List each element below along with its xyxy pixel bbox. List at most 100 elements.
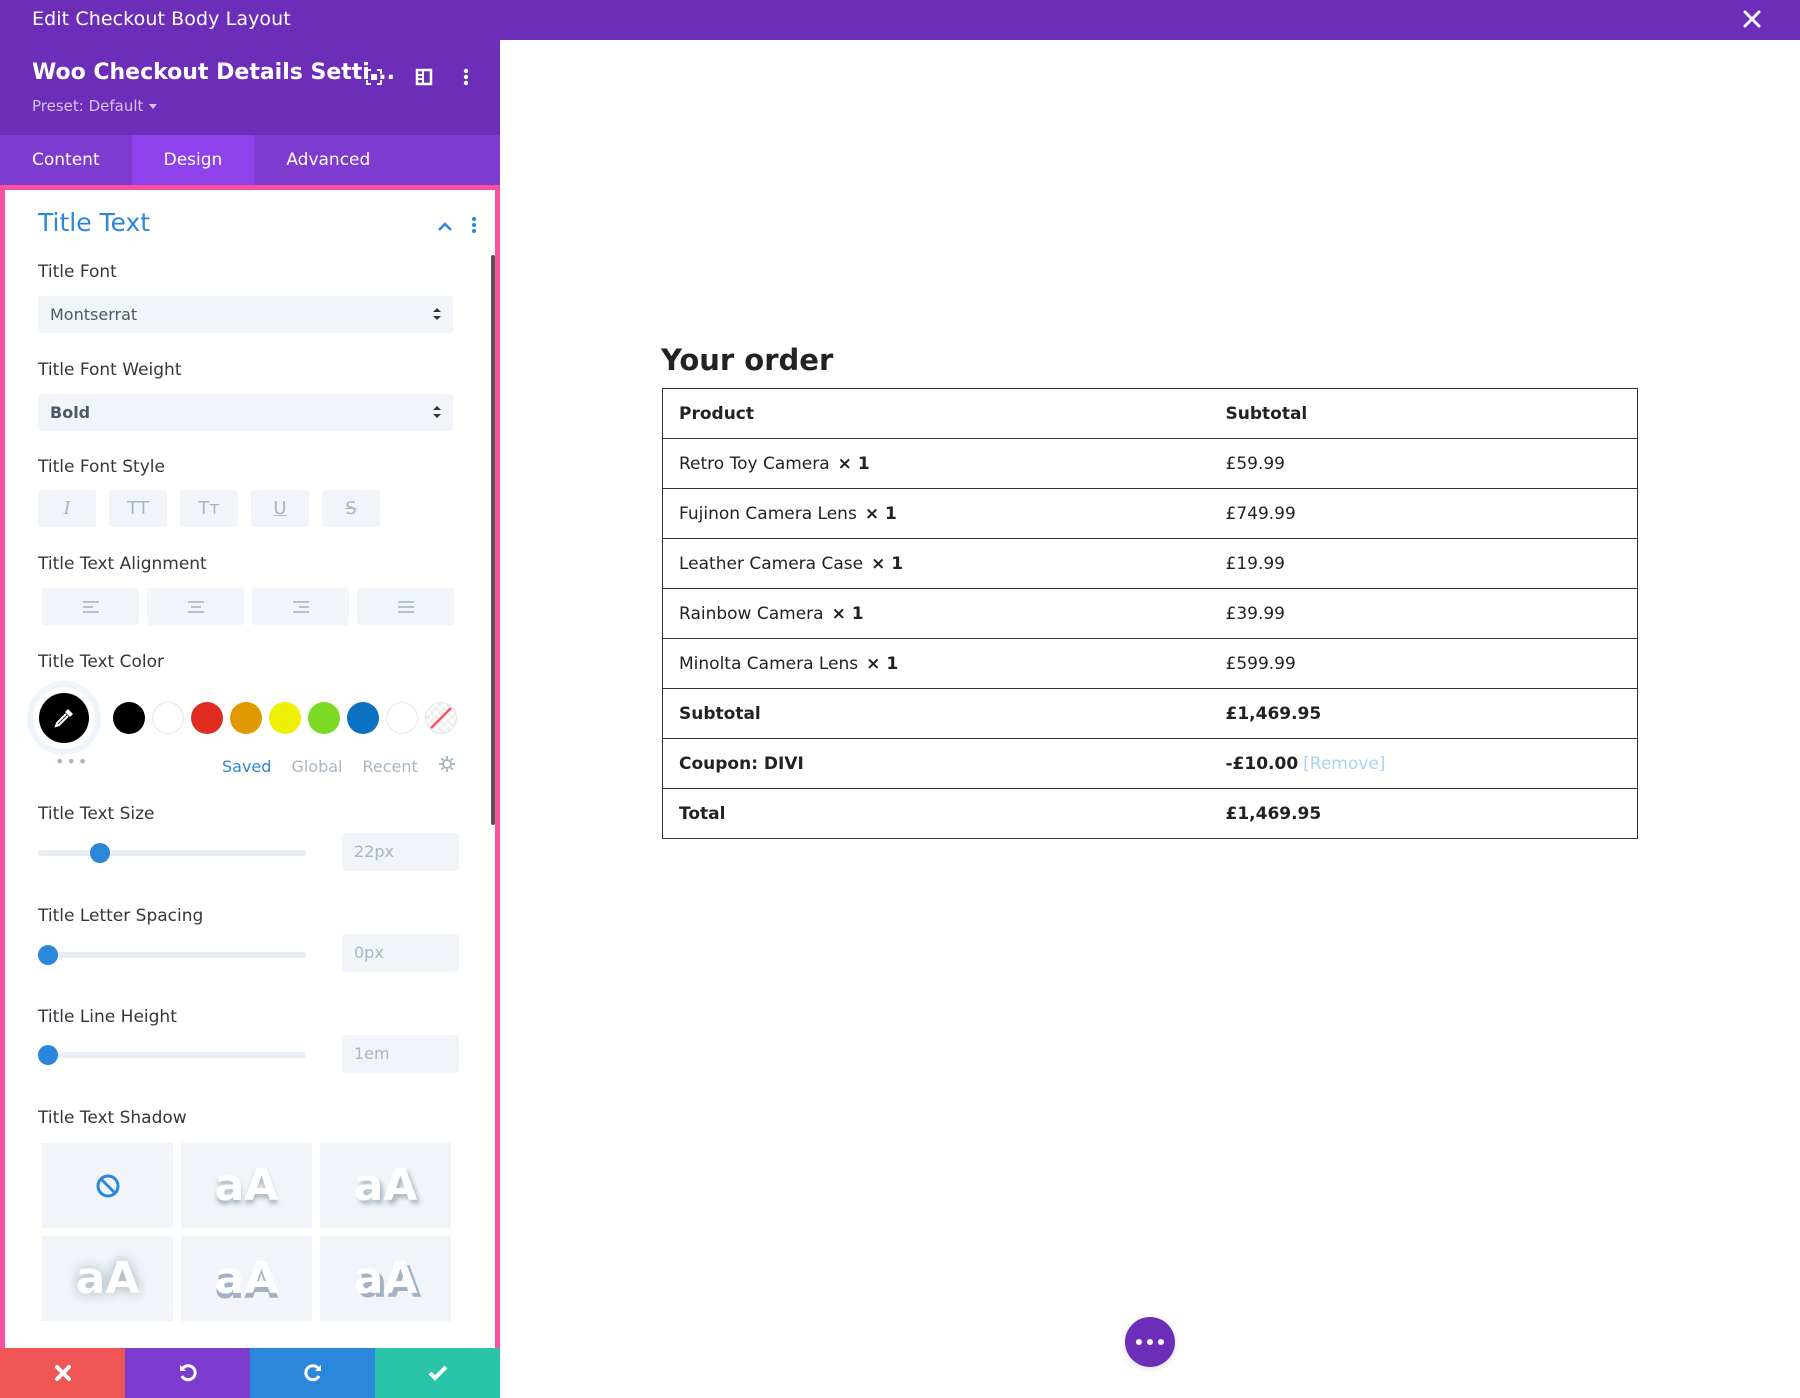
caret-down-icon xyxy=(149,104,158,109)
redo-icon xyxy=(303,1364,321,1382)
dot-icon xyxy=(1147,1339,1153,1345)
column-header-product: Product xyxy=(662,388,1226,439)
product-subtotal: £39.99 xyxy=(1225,588,1638,639)
product-qty: × 1 xyxy=(864,503,897,524)
title-text-size-input[interactable]: 22px xyxy=(342,833,459,871)
swatch-green[interactable] xyxy=(308,702,340,734)
slider-handle[interactable] xyxy=(38,945,58,965)
undo-icon xyxy=(179,1364,197,1382)
coupon-value: -£10.00 xyxy=(1225,753,1299,774)
total-row: Total £1,469.95 xyxy=(662,788,1638,839)
align-right-button[interactable] xyxy=(252,588,349,625)
title-text-size-label: Title Text Size xyxy=(38,804,155,824)
align-center-button[interactable] xyxy=(147,588,244,625)
close-icon[interactable] xyxy=(1740,7,1764,31)
title-text-size-slider[interactable] xyxy=(38,843,306,863)
title-text-shadow-label: Title Text Shadow xyxy=(38,1108,187,1128)
uppercase-button[interactable]: TT xyxy=(109,490,167,527)
product-name: Minolta Camera Lens xyxy=(679,653,859,674)
panel-tabs: Content Design Advanced xyxy=(0,135,500,185)
shadow-preset-5[interactable]: aA xyxy=(320,1236,451,1321)
slider-handle[interactable] xyxy=(38,1045,58,1065)
more-colors-icon[interactable]: ••• xyxy=(55,752,90,771)
undo-button[interactable] xyxy=(125,1348,250,1398)
title-line-height-input[interactable]: 1em xyxy=(342,1035,459,1073)
remove-coupon-link[interactable]: [Remove] xyxy=(1303,753,1386,774)
panel-scrollbar[interactable] xyxy=(491,255,495,825)
coupon-label: Coupon: DIVI xyxy=(662,738,1226,789)
product-qty: × 1 xyxy=(831,603,864,624)
swatch-orange[interactable] xyxy=(230,702,262,734)
section-kebab-icon[interactable] xyxy=(471,216,477,238)
slider-handle[interactable] xyxy=(90,843,110,863)
swatch-black[interactable] xyxy=(113,702,145,734)
title-font-weight-select[interactable]: Bold xyxy=(38,394,453,431)
title-font-style-label: Title Font Style xyxy=(38,457,165,477)
color-picker-button[interactable] xyxy=(33,687,95,749)
swatch-blue[interactable] xyxy=(347,702,379,734)
tab-content[interactable]: Content xyxy=(32,150,100,170)
preset-label: Preset: Default xyxy=(32,97,144,115)
shadow-none-option[interactable] xyxy=(42,1143,173,1228)
eyedropper-icon xyxy=(54,709,73,728)
title-line-height-slider[interactable] xyxy=(38,1045,306,1065)
underline-button[interactable]: U xyxy=(251,490,309,527)
palette-tab-saved[interactable]: Saved xyxy=(222,756,272,776)
redo-button[interactable] xyxy=(250,1348,375,1398)
shadow-preset-1[interactable]: aA xyxy=(181,1143,312,1228)
settings-panel: Woo Checkout Details Setti... Preset: De… xyxy=(0,40,500,1398)
product-name: Rainbow Camera xyxy=(679,603,824,624)
order-title: Your order xyxy=(661,343,834,377)
sidebar-layout-icon[interactable] xyxy=(413,66,435,88)
palette-tab-recent[interactable]: Recent xyxy=(362,756,418,776)
tab-design[interactable]: Design xyxy=(131,135,255,185)
subtotal-row: Subtotal £1,469.95 xyxy=(662,688,1638,739)
save-button[interactable] xyxy=(375,1348,500,1398)
close-icon xyxy=(54,1365,71,1381)
align-justify-button[interactable] xyxy=(357,588,454,625)
title-font-select[interactable]: Montserrat xyxy=(38,296,453,333)
swatch-transparent[interactable] xyxy=(425,702,457,734)
align-center-icon xyxy=(187,600,204,613)
discard-button[interactable] xyxy=(0,1348,125,1398)
kebab-menu-icon[interactable] xyxy=(455,66,477,88)
gear-icon[interactable] xyxy=(438,755,456,777)
product-qty: × 1 xyxy=(837,453,870,474)
table-row: Rainbow Camera × 1 £39.99 xyxy=(662,588,1638,639)
swatch-yellow[interactable] xyxy=(269,702,301,734)
italic-button[interactable]: I xyxy=(38,490,96,527)
palette-tab-global[interactable]: Global xyxy=(291,756,343,776)
builder-topbar: Edit Checkout Body Layout xyxy=(0,0,1800,40)
shadow-preset-3[interactable]: aA xyxy=(42,1236,173,1321)
title-letter-spacing-input[interactable]: 0px xyxy=(342,934,459,972)
chevron-up-icon[interactable] xyxy=(437,218,453,237)
title-font-weight-label: Title Font Weight xyxy=(38,360,182,380)
shadow-preset-4[interactable]: aA xyxy=(181,1236,312,1321)
no-shadow-icon xyxy=(96,1174,119,1197)
module-title: Woo Checkout Details Setti... xyxy=(32,60,395,85)
subtotal-value: £1,469.95 xyxy=(1225,688,1638,739)
checkmark-icon xyxy=(428,1365,447,1381)
swatch-white-2[interactable] xyxy=(386,702,418,734)
swatch-red[interactable] xyxy=(191,702,223,734)
title-text-section: Title Text Title Font Montserrat Title F… xyxy=(0,185,500,1388)
strikethrough-button[interactable]: S xyxy=(322,490,380,527)
title-letter-spacing-slider[interactable] xyxy=(38,945,306,965)
expand-icon[interactable] xyxy=(363,66,385,88)
align-left-icon xyxy=(82,600,99,613)
shadow-preset-2[interactable]: aA xyxy=(320,1143,451,1228)
swatch-white[interactable] xyxy=(152,702,184,734)
product-qty: × 1 xyxy=(866,653,899,674)
tab-advanced[interactable]: Advanced xyxy=(286,150,371,170)
table-row: Fujinon Camera Lens × 1 £749.99 xyxy=(662,488,1638,539)
align-left-button[interactable] xyxy=(42,588,139,625)
page-settings-button[interactable] xyxy=(1125,1317,1175,1367)
coupon-row: Coupon: DIVI -£10.00 [Remove] xyxy=(662,738,1638,789)
panel-footer xyxy=(0,1348,500,1398)
section-title[interactable]: Title Text xyxy=(38,208,151,237)
column-header-subtotal: Subtotal xyxy=(1225,388,1638,439)
preset-dropdown[interactable]: Preset: Default xyxy=(32,97,158,115)
page-preview: Your order Product Subtotal Retro Toy Ca… xyxy=(500,40,1800,1398)
table-header-row: Product Subtotal xyxy=(662,388,1638,439)
capitalize-button[interactable]: Tт xyxy=(180,490,238,527)
